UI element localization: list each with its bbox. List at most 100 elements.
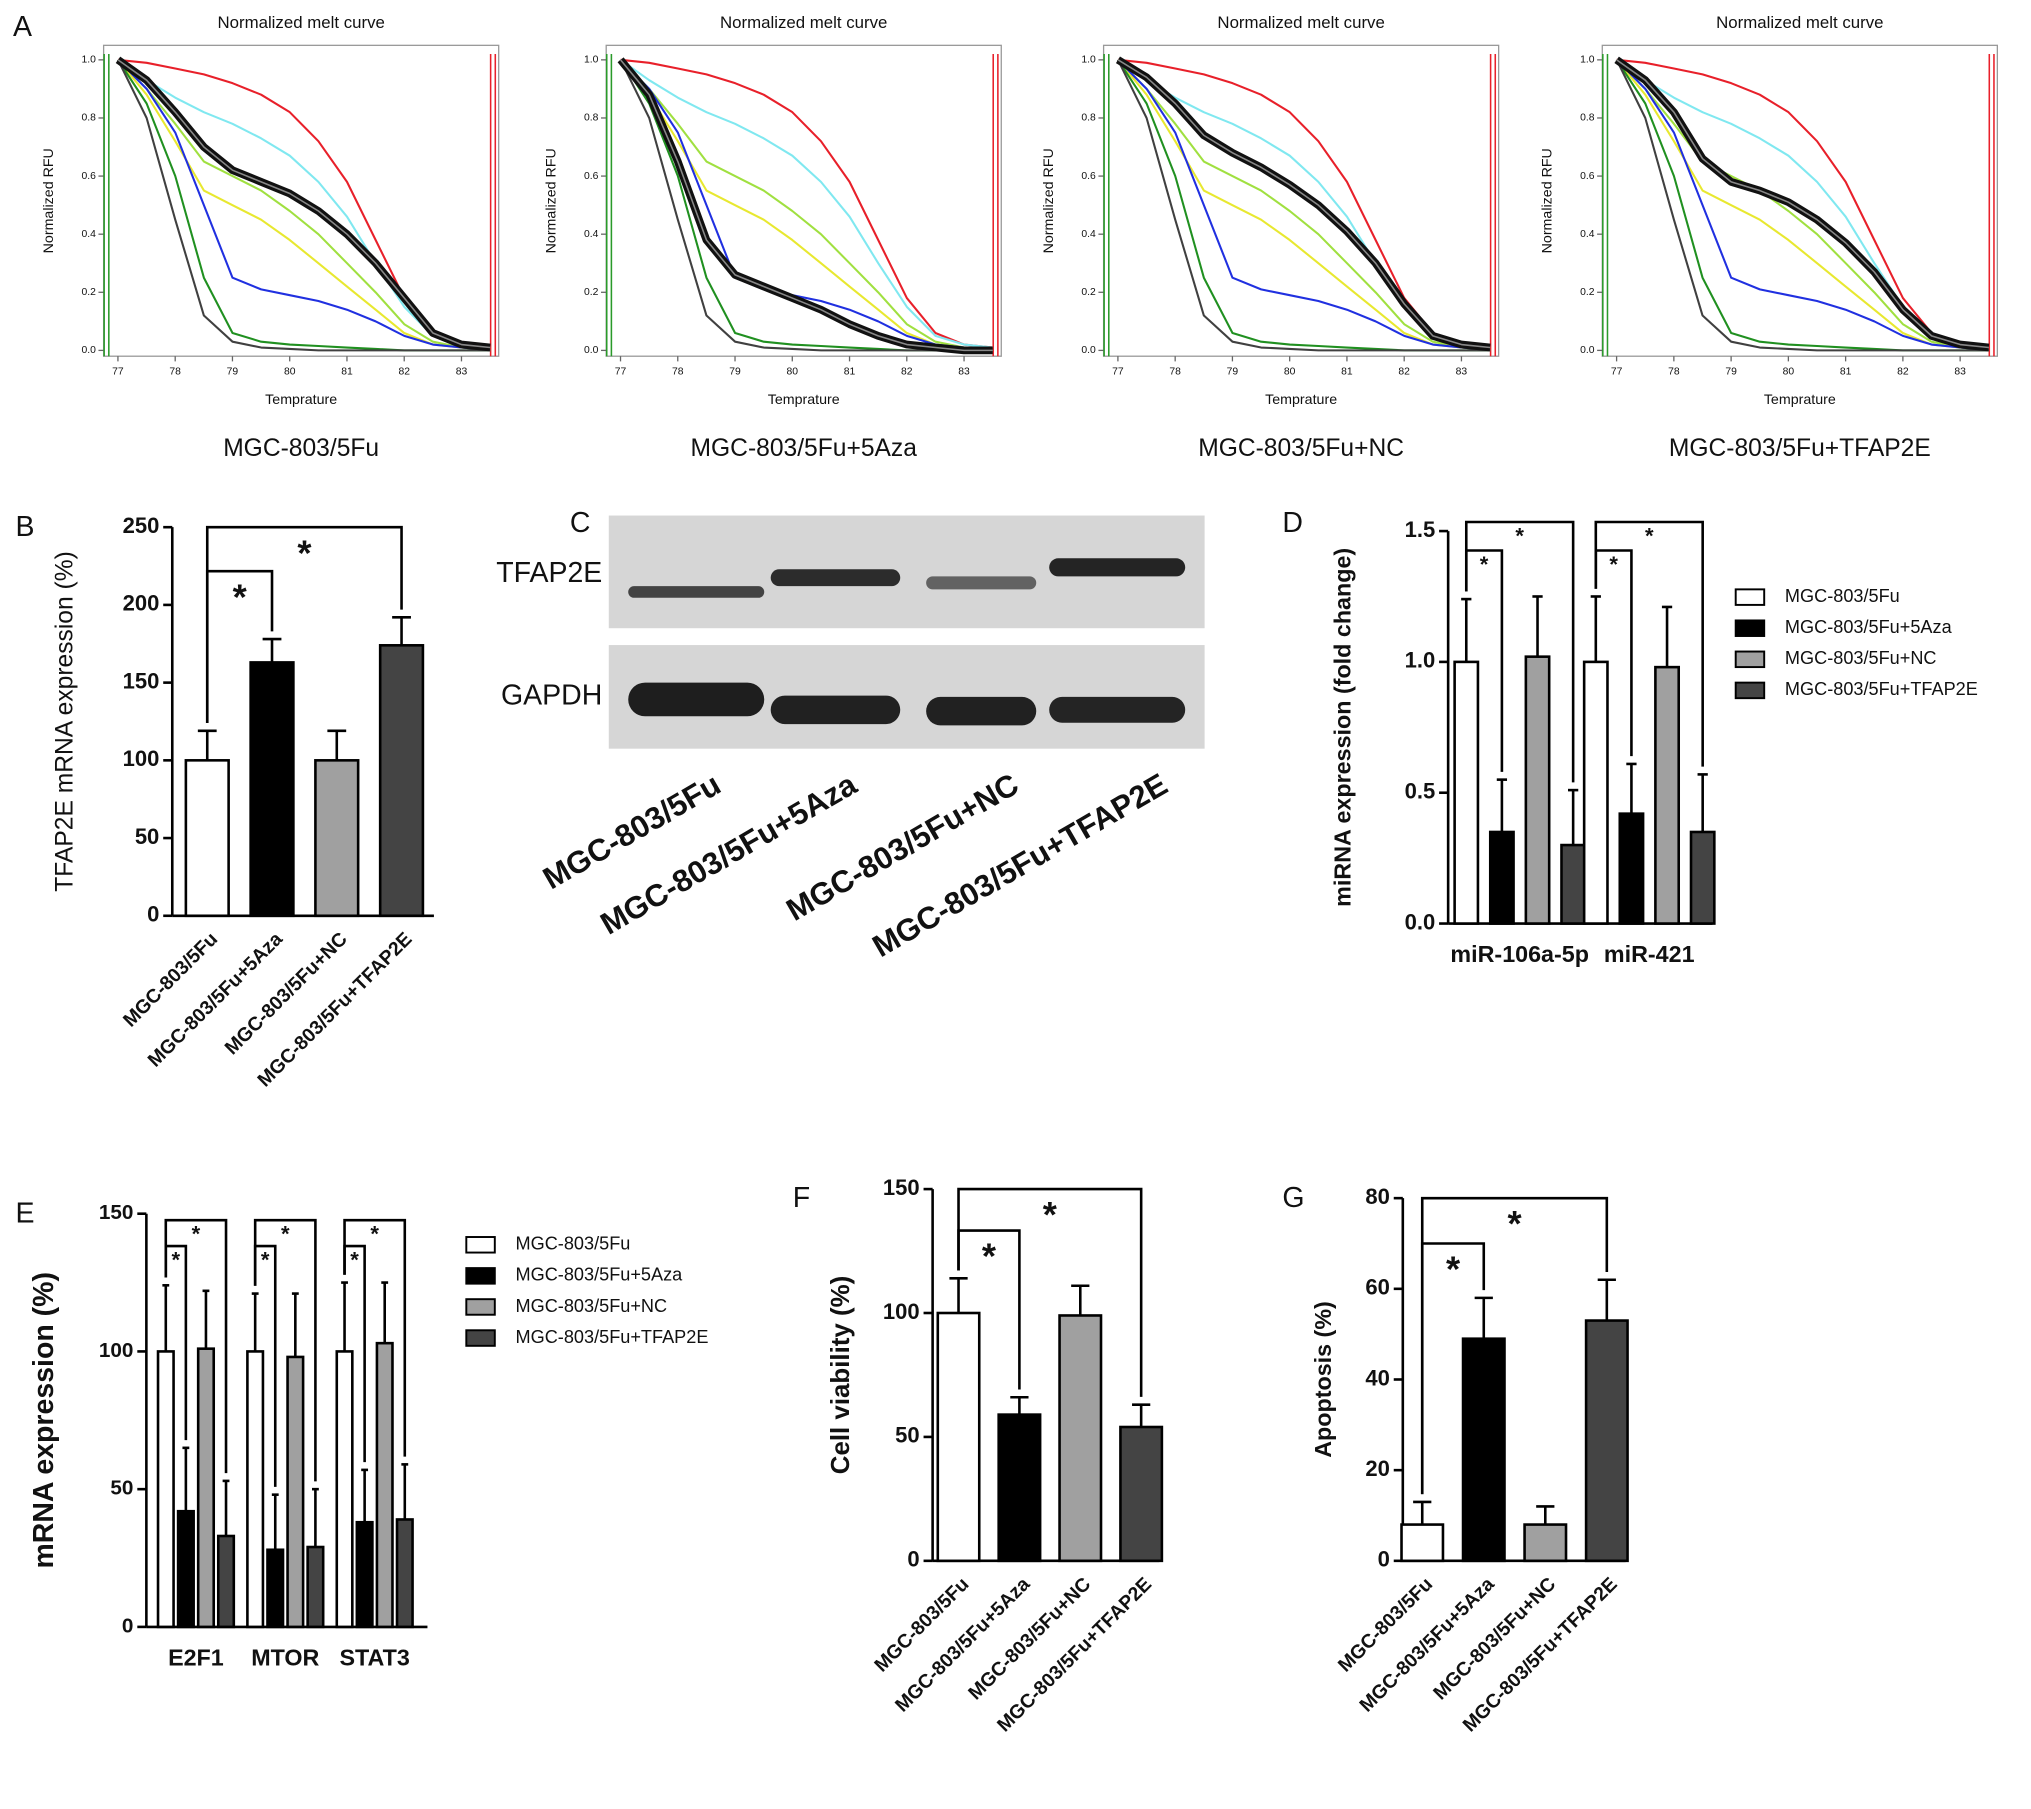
panel-letter: B — [16, 511, 35, 543]
y-axis-label: Normalized RFU — [41, 148, 57, 253]
bar — [176, 1509, 195, 1629]
melt-curve — [1615, 59, 1989, 352]
chart-title: Normalized melt curve — [720, 13, 887, 32]
melt-curve — [1117, 59, 1491, 352]
x-axis-label: Temprature — [1265, 392, 1337, 408]
y-tick-label: 40 — [1365, 1365, 1390, 1390]
y-tick-label: 0.4 — [81, 229, 96, 240]
chart-title: Normalized melt curve — [217, 13, 384, 32]
x-tick-label: 80 — [787, 366, 799, 377]
x-tick-label: E2F1 — [168, 1644, 224, 1670]
x-tick-label: 79 — [227, 366, 239, 377]
bar — [1400, 1523, 1445, 1563]
bar — [1689, 830, 1716, 925]
bar — [1461, 1337, 1506, 1563]
bar — [335, 1350, 354, 1629]
blot-band — [628, 682, 765, 717]
melt-curve — [1117, 59, 1491, 352]
bar — [395, 1518, 414, 1629]
y-tick-label: 0 — [1378, 1547, 1390, 1572]
significance-label: * — [1043, 1194, 1058, 1235]
y-tick-label: 0.8 — [81, 113, 96, 124]
panel-letter: F — [793, 1182, 810, 1214]
blot-row-label: GAPDH — [501, 679, 602, 711]
panel-letter: E — [16, 1198, 35, 1230]
legend-swatch — [1734, 619, 1766, 637]
legend-label: MGC-803/5Fu+NC — [516, 1296, 668, 1316]
x-tick-label: 82 — [398, 366, 410, 377]
blot-band — [1049, 558, 1186, 577]
legend-swatch — [1734, 650, 1766, 669]
legend-swatch — [465, 1236, 496, 1254]
bar — [306, 1545, 325, 1629]
significance-bracket — [205, 569, 274, 724]
y-axis-label: TFAP2E mRNA expression (%) — [52, 551, 79, 892]
y-tick-label: 0.4 — [584, 229, 599, 240]
significance-label: * — [261, 1247, 270, 1272]
x-tick-label: 82 — [1897, 366, 1909, 377]
bar — [1524, 655, 1551, 925]
significance-label: * — [350, 1247, 359, 1272]
x-tick-label: 79 — [1725, 366, 1737, 377]
y-tick-label: 150 — [99, 1201, 134, 1224]
y-axis-label: Apoptosis (%) — [1310, 1301, 1336, 1458]
y-tick-label: 0.2 — [1081, 287, 1096, 298]
bar — [314, 759, 360, 918]
significance-label: * — [172, 1247, 181, 1272]
x-tick-label: 82 — [901, 366, 913, 377]
bar — [156, 1350, 175, 1629]
y-axis-label: Normalized RFU — [1540, 148, 1556, 253]
y-tick-label: 0.8 — [584, 113, 599, 124]
x-tick-label: 79 — [1227, 366, 1239, 377]
significance-label: * — [1609, 552, 1618, 577]
significance-label: * — [370, 1222, 379, 1247]
bar — [1119, 1425, 1164, 1563]
blot-band — [926, 696, 1037, 726]
melt-curve — [1615, 59, 1989, 352]
y-tick-label: 0.0 — [81, 345, 96, 356]
melt-curve — [1117, 59, 1491, 352]
legend-swatch — [465, 1267, 496, 1285]
x-tick-label: 82 — [1398, 366, 1410, 377]
y-tick-label: 100 — [123, 746, 160, 771]
y-tick-label: 0.4 — [1081, 229, 1096, 240]
x-tick-label: 78 — [1169, 366, 1181, 377]
panel-letter: C — [570, 507, 591, 539]
y-tick-label: 200 — [123, 591, 160, 616]
melt-curve — [619, 59, 993, 352]
melt-curve — [117, 59, 491, 352]
blot-band — [1049, 696, 1186, 723]
y-tick-label: 0.5 — [1405, 779, 1436, 804]
x-tick-label: 78 — [169, 366, 181, 377]
plot-frame — [605, 44, 1002, 357]
bar — [184, 759, 230, 918]
x-tick-label: MGC-803/5Fu+NC — [221, 928, 352, 1059]
x-tick-label: 77 — [615, 366, 627, 377]
y-tick-label: 0.4 — [1580, 229, 1595, 240]
melt-curve-highlight — [1117, 59, 1491, 349]
bar — [196, 1347, 216, 1629]
significance-label: * — [281, 1222, 290, 1247]
melt-curve-highlight — [1616, 59, 1989, 349]
y-tick-label: 1.0 — [81, 55, 96, 66]
blot-band — [628, 586, 765, 598]
x-tick-label: 79 — [729, 366, 741, 377]
chart-title: Normalized melt curve — [1716, 13, 1883, 32]
x-tick-label: 77 — [1112, 366, 1124, 377]
y-tick-label: 0.2 — [1580, 287, 1595, 298]
y-tick-label: 1.0 — [1580, 55, 1595, 66]
significance-bracket — [164, 1244, 188, 1441]
legend-label: MGC-803/5Fu — [516, 1234, 631, 1254]
y-tick-label: 50 — [110, 1477, 133, 1500]
blot-band — [770, 569, 901, 587]
x-axis-label: Temprature — [768, 392, 840, 408]
significance-label: * — [1507, 1203, 1522, 1244]
y-axis-label: Cell viability (%) — [827, 1276, 855, 1475]
panel-letter: G — [1282, 1182, 1304, 1214]
y-tick-label: 1.0 — [1405, 648, 1436, 673]
y-tick-label: 100 — [883, 1299, 920, 1324]
x-tick-label: 80 — [284, 366, 296, 377]
y-axis-label: Normalized RFU — [544, 148, 560, 253]
bar — [286, 1355, 305, 1629]
